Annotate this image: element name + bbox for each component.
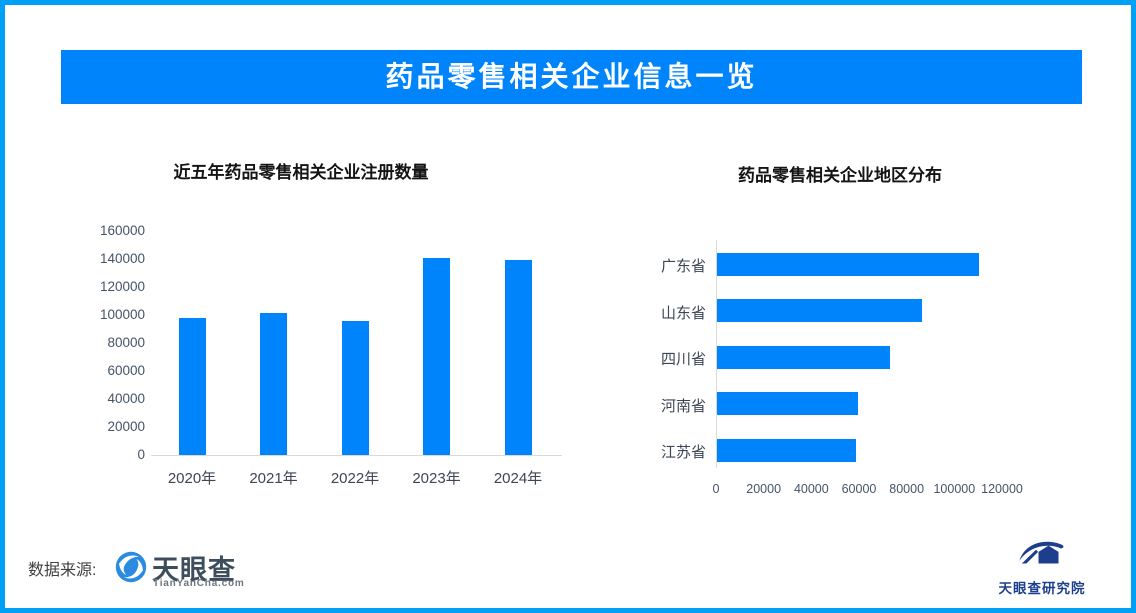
bar-四川省: [717, 345, 890, 369]
y-axis-category-label: 四川省: [660, 351, 706, 368]
right-chart-title: 药品零售相关企业地区分布: [738, 166, 942, 185]
y-axis-tick-label: 120000: [99, 279, 145, 294]
y-axis-tick-label: 40000: [107, 391, 145, 406]
y-axis-tick-label: 0: [137, 447, 145, 462]
x-axis-tick-label: 20000: [746, 482, 782, 496]
x-axis-tick-label: 0: [712, 482, 720, 496]
bar-山东省: [717, 299, 922, 322]
y-axis-tick-label: 140000: [99, 251, 145, 266]
y-axis-category-label: 广东省: [660, 258, 706, 275]
bar-江苏省: [717, 438, 857, 462]
y-axis-tick-label: 80000: [107, 335, 145, 350]
x-axis-tick-label: 80000: [889, 482, 925, 496]
x-axis-tick-label: 100000: [933, 482, 976, 496]
y-axis-category-label: 江苏省: [660, 444, 706, 461]
left-chart-title: 近五年药品零售相关企业注册数量: [173, 163, 429, 182]
bar-2023年: [423, 257, 450, 455]
tianyancha-eye-icon: [115, 551, 147, 583]
x-axis-category-label: 2021年: [249, 470, 298, 487]
research-institute-logo-icon: [1019, 541, 1064, 564]
y-axis-tick-label: 20000: [107, 419, 145, 434]
y-axis-tick-label: 60000: [107, 363, 145, 378]
y-axis-category-label: 河南省: [660, 397, 706, 415]
x-axis-category-label: 2020年: [167, 470, 217, 487]
y-axis-tick-label: 160000: [99, 223, 145, 238]
y-axis-category-label: 山东省: [660, 304, 706, 322]
x-axis-tick-label: 60000: [841, 482, 877, 496]
x-axis-category-label: 2024年: [493, 470, 543, 487]
bar-2021年: [260, 312, 287, 455]
page-title: 药品零售相关企业信息一览: [61, 50, 1082, 104]
y-axis-line: [716, 240, 717, 468]
tianyancha-logo-text: 天眼查: [152, 555, 236, 585]
x-axis-tick-label: 40000: [793, 482, 829, 496]
x-axis-category-label: 2023年: [412, 470, 461, 487]
research-institute-logo-text: 天眼查研究院: [998, 581, 1086, 596]
tianyancha-logo-url: TianYanCha.com: [153, 578, 245, 589]
bar-2020年: [178, 317, 206, 455]
x-axis-category-label: 2022年: [330, 470, 380, 487]
bar-2024年: [504, 260, 532, 455]
x-axis-tick-label: 120000: [981, 482, 1023, 496]
x-axis-line: [151, 455, 562, 456]
y-axis-tick-label: 100000: [99, 307, 145, 322]
bar-2022年: [341, 320, 369, 455]
data-source-label: 数据来源:: [28, 562, 97, 579]
bar-河南省: [717, 392, 858, 415]
bar-广东省: [717, 252, 980, 276]
